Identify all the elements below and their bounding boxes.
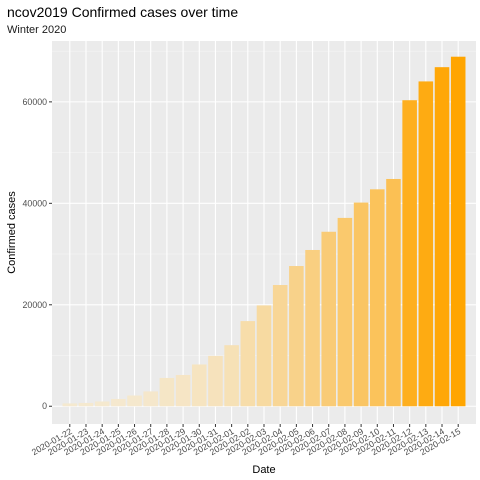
bar-2020-01-27 [143, 391, 158, 407]
bar-2020-02-09 [353, 202, 369, 407]
bar-2020-02-04 [272, 285, 288, 407]
bar-2020-02-01 [224, 345, 239, 407]
bar-2020-02-11 [386, 178, 401, 407]
chart-title: ncov2019 Confirmed cases over time [7, 4, 239, 20]
bar-2020-01-28 [159, 377, 175, 407]
bar-2020-02-05 [289, 266, 304, 407]
bar-2020-02-14 [434, 67, 450, 407]
chart-subtitle: Winter 2020 [7, 24, 67, 36]
bar-2020-02-06 [305, 249, 320, 407]
bar-2020-02-02 [240, 321, 256, 407]
bar-2020-01-25 [111, 398, 126, 407]
bar-2020-02-12 [402, 100, 417, 407]
bar-2020-02-03 [256, 305, 272, 407]
bar-2020-01-23 [78, 402, 94, 407]
y-tick-label: 60000 [23, 97, 48, 107]
y-tick-label: 0 [42, 401, 47, 411]
bar-2020-02-15 [450, 56, 466, 407]
bar-2020-02-13 [418, 81, 434, 407]
x-axis-title: Date [252, 464, 275, 476]
bar-2020-01-22 [62, 403, 78, 407]
bar-2020-02-08 [337, 217, 353, 407]
bar-2020-01-29 [175, 374, 191, 407]
x-axis: 2020-01-222020-01-232020-01-242020-01-25… [30, 424, 462, 457]
y-tick-label: 40000 [23, 198, 48, 208]
bars [62, 56, 466, 407]
bar-2020-01-30 [191, 364, 207, 407]
y-tick-label: 20000 [23, 300, 48, 310]
y-axis-title: Confirmed cases [6, 191, 18, 274]
bar-2020-01-26 [127, 395, 142, 407]
bar-2020-02-07 [321, 231, 337, 407]
bar-2020-01-24 [94, 401, 110, 407]
bar-2020-02-10 [370, 189, 385, 407]
y-axis: 0 20000 40000 60000 [23, 97, 52, 411]
bar-2020-01-31 [208, 355, 223, 407]
